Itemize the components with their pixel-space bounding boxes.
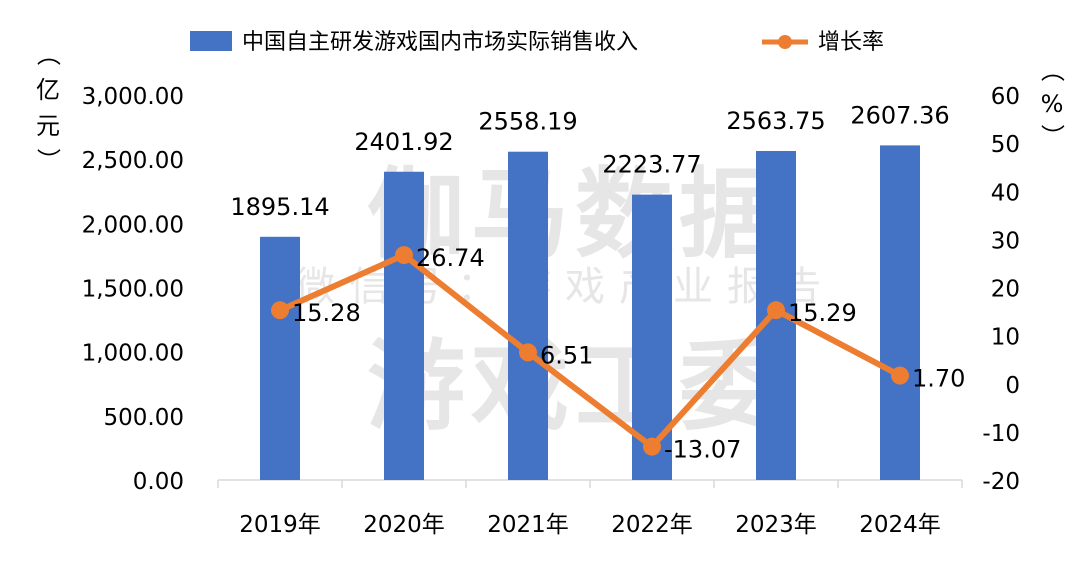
bar xyxy=(880,145,920,480)
bar xyxy=(384,171,424,480)
y-left-tick-label: 1,000.00 xyxy=(82,341,184,367)
line-point xyxy=(643,437,661,456)
y-right-axis-label-char: （ xyxy=(1038,58,1066,82)
y-left-tick-label: 2,000.00 xyxy=(82,212,184,238)
bar xyxy=(260,236,300,480)
bar-series xyxy=(260,145,920,480)
x-tick-label: 2023年 xyxy=(735,512,817,538)
x-tick-label: 2020年 xyxy=(363,512,445,538)
line-value-label: -13.07 xyxy=(664,436,741,464)
y-left-tick-label: 3,000.00 xyxy=(82,84,184,110)
bar-value-label: 2607.36 xyxy=(850,101,949,129)
legend-bar-swatch xyxy=(190,31,232,51)
axes: 2019年 2020年 2021年 2022年 2023年 2024年 0.00 500.00… xyxy=(34,42,1066,538)
legend-line-label: 增长率 xyxy=(818,30,884,55)
line-series xyxy=(271,246,909,456)
x-tick-label: 2022年 xyxy=(611,512,693,538)
legend-line-marker xyxy=(778,35,792,49)
y-left-axis-label-char: ） xyxy=(34,148,62,172)
y-left-tick-label: 500.00 xyxy=(104,405,184,431)
y-right-tick-label: 50 xyxy=(991,132,1020,158)
y-right-axis-label-char: ） xyxy=(1038,124,1066,148)
legend: 中国自主研发游戏国内市场实际销售收入 增长率 xyxy=(190,30,884,55)
line-value-label: 1.70 xyxy=(912,365,965,393)
y-right-tick-label: -10 xyxy=(982,421,1020,447)
bar-value-label: 2401.92 xyxy=(354,128,453,156)
line-value-label: 26.74 xyxy=(416,244,485,272)
line-value-label: 15.28 xyxy=(292,299,361,327)
line-point xyxy=(395,246,413,265)
y-right-tick-label: 60 xyxy=(991,84,1020,110)
line-value-label: 15.29 xyxy=(788,299,857,327)
y-right-tick-label: 30 xyxy=(991,228,1020,254)
y-left-axis-label-char: 元 xyxy=(36,112,60,140)
y-right-tick-label: -20 xyxy=(982,469,1020,495)
legend-bar-label: 中国自主研发游戏国内市场实际销售收入 xyxy=(242,30,638,55)
bar-value-label: 2563.75 xyxy=(726,107,825,135)
x-tick-label: 2019年 xyxy=(239,512,321,538)
y-right-tick-label: 0 xyxy=(1005,373,1020,399)
y-left-tick-label: 2,500.00 xyxy=(82,148,184,174)
x-tick-label: 2024年 xyxy=(859,512,941,538)
y-left-axis-label-char: （ xyxy=(34,42,62,66)
line-point xyxy=(767,301,785,320)
bar-value-label: 1895.14 xyxy=(230,193,329,221)
x-tick-label: 2021年 xyxy=(487,512,569,538)
y-right-axis-label-char: % xyxy=(1041,90,1064,118)
watermark-text-1: 伽马数据 xyxy=(367,158,783,272)
data-labels: 1895.14 2401.92 2558.19 2223.77 2563.75 2607.… xyxy=(230,101,965,463)
bar-value-label: 2558.19 xyxy=(478,108,577,136)
y-left-tick-label: 1,500.00 xyxy=(82,277,184,303)
bar xyxy=(508,151,548,480)
y-right-tick-label: 20 xyxy=(991,277,1020,303)
bar-value-label: 2223.77 xyxy=(602,151,701,179)
y-left-axis-label-char: 亿 xyxy=(36,76,60,104)
y-right-tick-label: 10 xyxy=(991,325,1020,351)
line-point xyxy=(519,343,537,362)
y-left-tick-label: 0.00 xyxy=(133,469,184,495)
line-point xyxy=(271,301,289,320)
y-right-tick-label: 40 xyxy=(991,180,1020,206)
growth-line xyxy=(278,252,902,450)
line-value-label: 6.51 xyxy=(540,341,593,369)
line-point xyxy=(891,366,909,385)
watermark-text-2: 微信号：游戏产业报告 xyxy=(295,264,835,310)
